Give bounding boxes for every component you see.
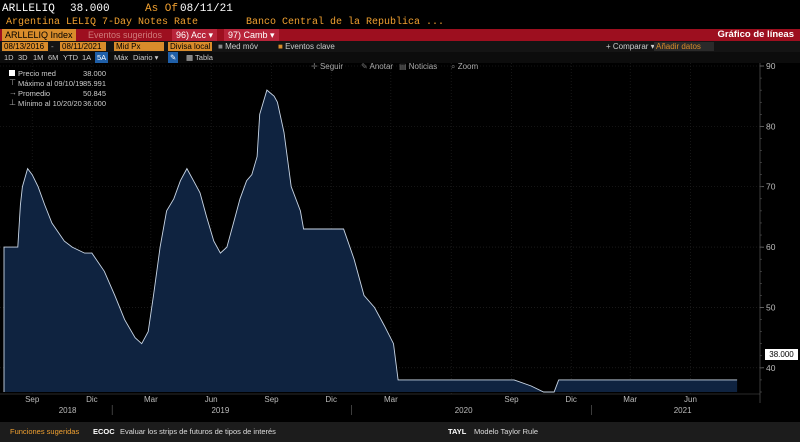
- legend-item-maximo: ⊤ Máximo al 09/10/19 85.991: [9, 78, 106, 88]
- x-tick-label: Mar: [384, 395, 398, 404]
- frequency-dropdown[interactable]: Diario ▾: [133, 53, 159, 62]
- year-label: 2020: [455, 406, 473, 415]
- legend-item-minimo: ⊥ Mínimo al 10/20/20 36.000: [9, 98, 106, 108]
- y-tick-label: 60: [766, 242, 776, 252]
- controls-bar: 08/13/2016 - 08/11/2021 Mid Px Divisa lo…: [0, 41, 800, 52]
- asof-date: 08/11/21: [180, 3, 233, 15]
- price-type-field[interactable]: Mid Px: [114, 42, 164, 51]
- range-5a[interactable]: 5A: [95, 52, 109, 63]
- security-source: Banco Central de la Republica ...: [246, 17, 445, 28]
- table-icon: ▦: [186, 53, 196, 62]
- chart-type-title: Gráfico de líneas: [717, 29, 794, 40]
- seguir-button[interactable]: ✛ Seguir: [311, 62, 344, 71]
- year-label: 2019: [211, 406, 229, 415]
- acc-menu-button[interactable]: 96) Acc ▾: [172, 29, 218, 41]
- range-max[interactable]: Máx: [114, 53, 129, 62]
- date-separator: -: [51, 42, 54, 51]
- eventos-clave-toggle[interactable]: ■ Eventos clave: [278, 42, 335, 51]
- med-mov-toggle[interactable]: ■ Med móv: [218, 42, 258, 51]
- price-label: 38.000: [70, 3, 110, 15]
- ticker-label: ARLLELIQ: [2, 3, 55, 15]
- zoom-button[interactable]: ⌕ Zoom: [451, 62, 479, 71]
- y-tick-label: 90: [766, 63, 776, 71]
- x-tick-label: Mar: [144, 395, 158, 404]
- zoom-icon: ⌕: [451, 62, 458, 71]
- anadir-datos-input[interactable]: Añadir datos: [654, 42, 714, 51]
- funciones-sugeridas-label: Funciones sugeridas: [10, 427, 80, 436]
- x-tick-label: Sep: [25, 395, 40, 404]
- x-tick-label: Jun: [205, 395, 218, 404]
- end-date-field[interactable]: 08/11/2021: [60, 42, 106, 51]
- series-area-fill: [4, 90, 738, 392]
- x-tick-label: Dic: [565, 395, 577, 404]
- security-name: Argentina LELIQ 7-Day Notes Rate: [6, 17, 199, 28]
- range-bar: 1D 3D 1M 6M YTD 1A 5A Máx Diario ▾ ✎ ▦ T…: [0, 52, 800, 63]
- noticias-button[interactable]: ▤ Noticias: [399, 62, 438, 71]
- year-label: 2018: [59, 406, 77, 415]
- range-ytd[interactable]: YTD: [63, 53, 78, 62]
- comparar-button[interactable]: + Comparar ▾: [606, 42, 655, 51]
- last-value-tag: 38.000: [765, 349, 798, 360]
- range-6m[interactable]: 6M: [48, 53, 59, 62]
- y-tick-label: 40: [766, 363, 776, 373]
- x-axis: Sep Dic Mar Jun Sep Dic Mar Sep Dic Mar Jun 2018 201…: [0, 393, 760, 415]
- range-3d[interactable]: 3D: [18, 53, 28, 62]
- index-input[interactable]: ARLLELIQ Index: [2, 29, 76, 41]
- x-tick-label: Sep: [264, 395, 279, 404]
- series-area: [3, 89, 738, 393]
- asof-label: As Of: [145, 3, 179, 15]
- x-tick-label: Mar: [623, 395, 637, 404]
- price-chart[interactable]: 40 50 60 70 80 90 Sep Dic Mar Jun Sep Dic Mar Sep Dic…: [0, 63, 800, 418]
- table-button[interactable]: ▦ Tabla: [186, 53, 213, 62]
- x-tick-label: Sep: [504, 395, 519, 404]
- ecoc-function-key[interactable]: ECOC: [93, 427, 115, 436]
- legend-item-promedio: → Promedio 50.845: [9, 88, 106, 98]
- min-marker-icon: ⊥: [9, 98, 16, 107]
- ecoc-function-text[interactable]: Evaluar los strips de futuros de tipos d…: [120, 427, 276, 436]
- y-axis: 40 50 60 70 80 90: [759, 63, 776, 403]
- avg-marker-icon: →: [9, 88, 17, 97]
- chart-legend: Precio med 38.000 ⊤ Máximo al 09/10/19 8…: [6, 68, 106, 108]
- chart-icon[interactable]: ✎: [168, 52, 179, 63]
- currency-field[interactable]: Divisa local: [168, 42, 212, 51]
- range-1a[interactable]: 1A: [82, 53, 92, 62]
- tayl-function-text[interactable]: Modelo Taylor Rule: [474, 427, 539, 436]
- range-1m[interactable]: 1M: [33, 53, 44, 62]
- eventos-sugeridos-hint: Eventos sugeridos: [88, 30, 163, 40]
- start-date-field[interactable]: 08/13/2016: [2, 42, 48, 51]
- legend-item-precio[interactable]: Precio med 38.000: [6, 68, 106, 78]
- security-header: ARLLELIQ 38.000 As Of 08/11/21: [0, 0, 800, 17]
- x-tick-label: Jun: [684, 395, 697, 404]
- security-subheader: Argentina LELIQ 7-Day Notes Rate Banco C…: [0, 17, 800, 29]
- camb-menu-button[interactable]: 97) Camb ▾: [224, 29, 279, 41]
- tayl-function-key[interactable]: TAYL: [448, 427, 467, 436]
- suggested-functions-bar: Funciones sugeridas ECOC Evaluar los str…: [0, 422, 800, 442]
- y-tick-label: 50: [766, 302, 776, 312]
- year-label: 2021: [674, 406, 692, 415]
- x-tick-label: Dic: [86, 395, 98, 404]
- legend-swatch-icon: [9, 70, 15, 76]
- max-marker-icon: ⊤: [9, 78, 16, 87]
- function-bar: ARLLELIQ Index Eventos sugeridos 96) Acc…: [0, 29, 800, 41]
- x-tick-label: Dic: [325, 395, 337, 404]
- range-1d[interactable]: 1D: [4, 53, 14, 62]
- anotar-button[interactable]: ✎ Anotar: [361, 62, 394, 71]
- y-tick-label: 80: [766, 121, 776, 131]
- y-tick-label: 70: [766, 182, 776, 192]
